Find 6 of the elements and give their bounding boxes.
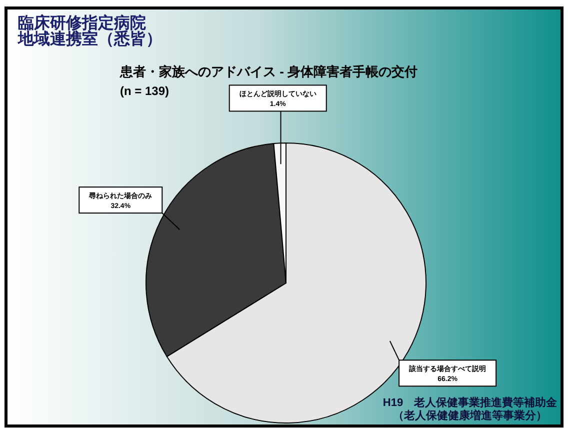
text: （老人保健健康増進等事業分） (393, 409, 547, 422)
text: H19 老人保健事業推進費等補助金 (382, 396, 558, 409)
chart-title: 患者・家族へのアドバイス - 身体障害者手帳の交付 (119, 64, 418, 79)
chart-subtitle: (n = 139) (120, 84, 170, 98)
text: 臨床研修指定病院 (18, 14, 146, 32)
text: 地域連携室（悉皆） (17, 29, 162, 48)
